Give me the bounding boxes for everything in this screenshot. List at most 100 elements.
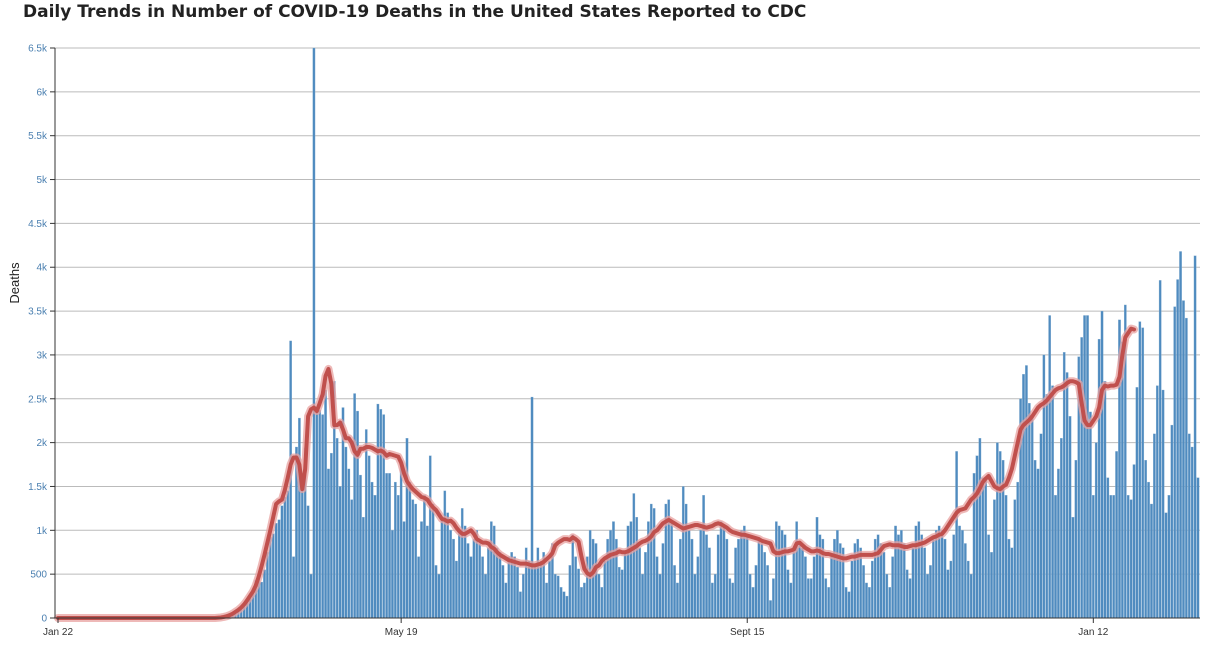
bar <box>577 568 580 619</box>
bar <box>501 565 505 619</box>
bar <box>1016 481 1019 619</box>
bar <box>335 438 339 619</box>
bar <box>603 560 607 619</box>
bar <box>507 556 511 619</box>
bar <box>772 578 775 619</box>
bar <box>722 525 726 619</box>
bar <box>597 574 601 619</box>
bar <box>740 530 743 619</box>
bar <box>693 574 697 619</box>
bar <box>934 530 938 619</box>
bar <box>1083 315 1086 619</box>
bar <box>524 547 528 619</box>
bar <box>1007 538 1011 619</box>
bar <box>711 582 714 619</box>
bar <box>1103 381 1107 619</box>
axes: 0 500 1k 1.5k 2k 2.5k 3k 3.5k 4k 4.5k 5k 5.5k 6k 6.5k… <box>28 44 1200 638</box>
bar <box>792 552 796 619</box>
bar <box>1054 495 1057 619</box>
bar <box>940 530 944 619</box>
bar <box>484 574 487 619</box>
bar <box>1126 495 1130 619</box>
bar <box>414 503 418 619</box>
bar <box>827 587 830 619</box>
bar <box>961 530 964 619</box>
bar <box>661 543 665 619</box>
bar <box>745 534 749 619</box>
bar <box>583 582 586 619</box>
x-tick-label: Jan 12 <box>1078 627 1108 638</box>
bar <box>562 591 566 619</box>
bar <box>990 552 993 619</box>
bar <box>347 468 351 619</box>
bar <box>713 574 717 619</box>
bar <box>446 512 450 619</box>
bar <box>1051 385 1054 619</box>
bar <box>1030 416 1034 619</box>
bar <box>1068 416 1072 619</box>
bar <box>388 473 391 619</box>
bar <box>362 517 365 619</box>
bar <box>1042 354 1046 619</box>
bar <box>391 530 394 619</box>
bar <box>708 547 711 619</box>
bar <box>673 565 676 619</box>
bar <box>1106 477 1110 619</box>
bar <box>1196 477 1200 619</box>
bar <box>548 560 551 619</box>
bar <box>969 574 973 619</box>
bar <box>964 543 967 619</box>
bar <box>298 417 301 619</box>
bar <box>545 582 548 619</box>
bar <box>687 530 691 619</box>
bar <box>481 556 484 619</box>
bar <box>1033 459 1037 619</box>
bar <box>623 552 627 619</box>
bar <box>1182 300 1185 619</box>
bar <box>1147 481 1150 619</box>
bar <box>1065 372 1069 619</box>
bar <box>1161 389 1165 619</box>
bar <box>553 574 557 619</box>
y-tick-label: 6k <box>36 87 48 98</box>
bar <box>670 521 673 619</box>
bar <box>498 552 502 619</box>
bar <box>1158 280 1162 619</box>
bar <box>1176 279 1179 619</box>
bar <box>591 538 595 619</box>
bar <box>318 410 322 619</box>
bar <box>719 521 723 619</box>
bar <box>428 455 432 619</box>
bar <box>420 521 423 619</box>
bar <box>1048 315 1051 619</box>
bar <box>856 538 860 619</box>
bar <box>1074 459 1078 619</box>
bar <box>905 569 909 619</box>
bar <box>353 393 356 619</box>
bar <box>702 495 705 619</box>
bar <box>641 574 644 619</box>
bar <box>699 530 703 619</box>
bar <box>1013 499 1017 619</box>
bar <box>324 389 327 619</box>
bar <box>469 556 473 619</box>
bar <box>1028 402 1031 619</box>
bar <box>402 521 406 619</box>
bar <box>728 578 732 619</box>
bar <box>1153 433 1156 619</box>
bar <box>626 525 630 619</box>
bar <box>533 566 537 619</box>
y-tick-label: 3k <box>36 350 48 361</box>
bar <box>1039 433 1043 619</box>
bar <box>836 530 839 619</box>
bar <box>452 538 455 619</box>
bar <box>955 451 958 619</box>
bar <box>1150 503 1153 619</box>
bar <box>987 534 990 619</box>
bar <box>423 495 426 619</box>
bar <box>1155 385 1159 619</box>
bar <box>868 587 871 619</box>
bar <box>306 505 310 619</box>
bar <box>629 521 633 619</box>
bar <box>632 493 636 619</box>
